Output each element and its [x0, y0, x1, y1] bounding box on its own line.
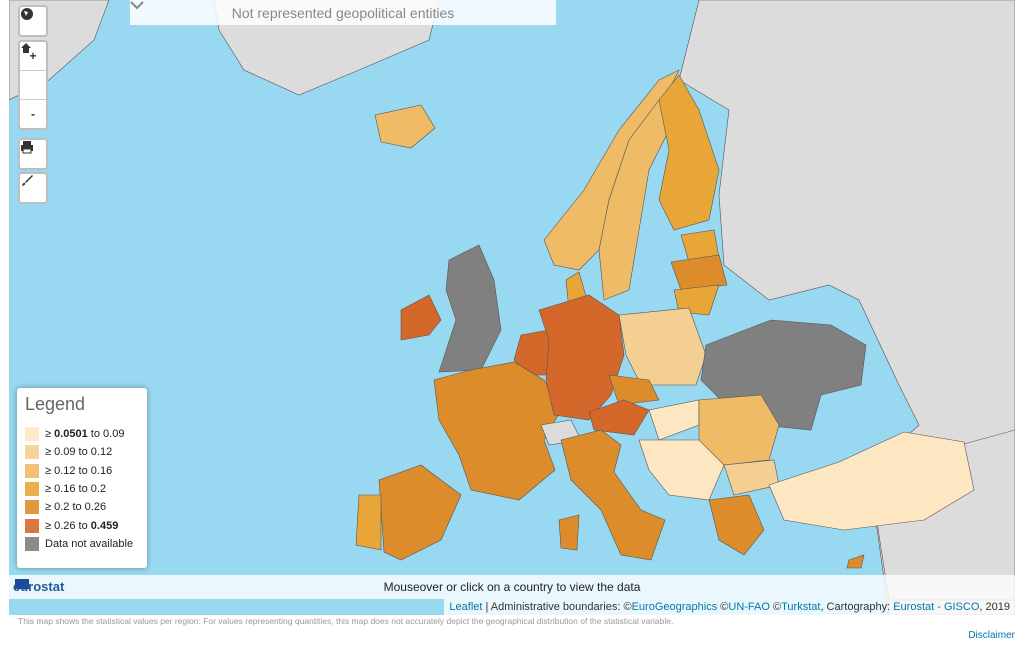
- country: [433, 361, 562, 501]
- country: [648, 399, 700, 441]
- brush-icon: [22, 175, 33, 186]
- globe-icon: [21, 8, 33, 20]
- map-shapes: [9, 0, 1015, 615]
- logo: eurostat: [13, 579, 64, 594]
- country: [670, 254, 728, 291]
- country: [658, 74, 720, 231]
- status-text: Mouseover or click on a country to view …: [383, 580, 641, 594]
- attribution-text: ©: [717, 601, 729, 613]
- legend-label: ≥ 0.16 to 0.2: [45, 483, 106, 495]
- attribution-link[interactable]: UN-FAO: [728, 601, 770, 613]
- status-bar: Mouseover or click on a country to view …: [9, 575, 1015, 599]
- legend-label: ≥ 0.12 to 0.16: [45, 465, 112, 477]
- country: [588, 399, 650, 436]
- attribution-link[interactable]: Turkstat: [781, 601, 821, 613]
- layer-button[interactable]: [18, 5, 48, 37]
- legend-label: ≥ 0.0501 to 0.09: [45, 428, 124, 440]
- legend-label-part: 0.459: [90, 519, 119, 532]
- style-button[interactable]: [18, 172, 48, 204]
- print-icon: [21, 141, 33, 154]
- legend-swatch: [25, 482, 39, 497]
- attribution-link[interactable]: Leaflet: [449, 601, 483, 613]
- legend-swatch: [25, 518, 39, 533]
- home-icon: [21, 43, 31, 53]
- print-button[interactable]: [18, 138, 48, 170]
- country: [846, 554, 865, 569]
- legend-item: ≥ 0.2 to 0.26: [25, 498, 139, 516]
- country: [618, 307, 707, 386]
- legend-label: ≥ 0.09 to 0.12: [45, 446, 112, 458]
- attribution: Leaflet | Administrative boundaries: © Eu…: [444, 599, 1015, 615]
- legend-label: ≥ 0.2 to 0.26: [45, 501, 106, 513]
- legend-label-part: to 0.09: [87, 428, 125, 441]
- attribution-text: , 2019: [979, 601, 1010, 613]
- map[interactable]: + - Not represented geopolitical entitie…: [9, 0, 1015, 615]
- legend-items: ≥ 0.0501 to 0.09 ≥ 0.09 to 0.12 ≥ 0.12 to …: [25, 425, 139, 553]
- country: [598, 99, 670, 301]
- legend-label-part: ≥ 0.16 to 0.2: [45, 483, 107, 496]
- country: [378, 464, 462, 561]
- legend-title: Legend: [25, 394, 86, 414]
- country: [673, 284, 720, 316]
- home[interactable]: [20, 43, 46, 100]
- legend-label-part: 0.0501: [54, 428, 88, 441]
- country: [768, 431, 975, 531]
- country: [538, 294, 625, 421]
- legend-swatch: [25, 536, 39, 551]
- zoom-in[interactable]: +: [20, 42, 46, 71]
- footnote: This map shows the statistical values pe…: [18, 616, 674, 626]
- attribution-text: , Cartography:: [820, 601, 894, 613]
- country: [608, 374, 660, 406]
- legend-item: ≥ 0.16 to 0.2: [25, 480, 139, 498]
- country: [560, 429, 666, 561]
- country: [558, 514, 580, 551]
- legend-swatch: [25, 463, 39, 478]
- legend-label-part: ≥ 0.12 to 0.16: [45, 464, 113, 477]
- zoom-control: + -: [18, 40, 48, 130]
- legend-swatch: [25, 445, 39, 460]
- legend: Legend ≥ 0.0501 to 0.09 ≥ 0.09 to 0.12 ≥ 0.…: [17, 388, 147, 568]
- legend-item: ≥ 0.12 to 0.16: [25, 462, 139, 480]
- legend-label-part: ≥ 0.09 to 0.12: [45, 446, 113, 459]
- dropdown[interactable]: Not represented geopolitical entities: [130, 0, 556, 25]
- legend-label-part: ≥ 0.2 to 0.26: [45, 501, 107, 514]
- country: [708, 494, 765, 556]
- legend-item: Data not available: [25, 535, 139, 553]
- country: [438, 244, 502, 373]
- legend-label: ≥ 0.26 to 0.459: [45, 520, 118, 532]
- legend-swatch: [25, 500, 39, 515]
- country: [400, 294, 442, 341]
- eu-flag: [15, 579, 29, 589]
- country: [355, 494, 382, 551]
- attribution-text: | Administrative boundaries: ©: [482, 601, 632, 613]
- chevron: [130, 1, 144, 10]
- legend-label-part: ≥ 0.26 to: [45, 519, 91, 532]
- legend-swatch: [25, 427, 39, 442]
- legend-item: ≥ 0.0501 to 0.09: [25, 425, 139, 443]
- attribution-link[interactable]: Eurostat - GISCO: [893, 601, 980, 613]
- zoom-out[interactable]: -: [31, 107, 35, 121]
- country: [374, 104, 436, 149]
- attribution-link[interactable]: EuroGeographics: [631, 601, 718, 613]
- country: [513, 329, 555, 376]
- legend-item: ≥ 0.26 to 0.459: [25, 516, 139, 534]
- legend-item: ≥ 0.09 to 0.12: [25, 443, 139, 461]
- legend-label: Data not available: [45, 538, 133, 550]
- disclaimer-link[interactable]: Disclaimer: [968, 630, 1015, 641]
- attribution-text: ©: [769, 601, 782, 613]
- legend-label-part: Data not available: [45, 537, 134, 550]
- dropdown-label: Not represented geopolitical entities: [231, 4, 455, 21]
- legend-label-part: ≥: [45, 428, 55, 441]
